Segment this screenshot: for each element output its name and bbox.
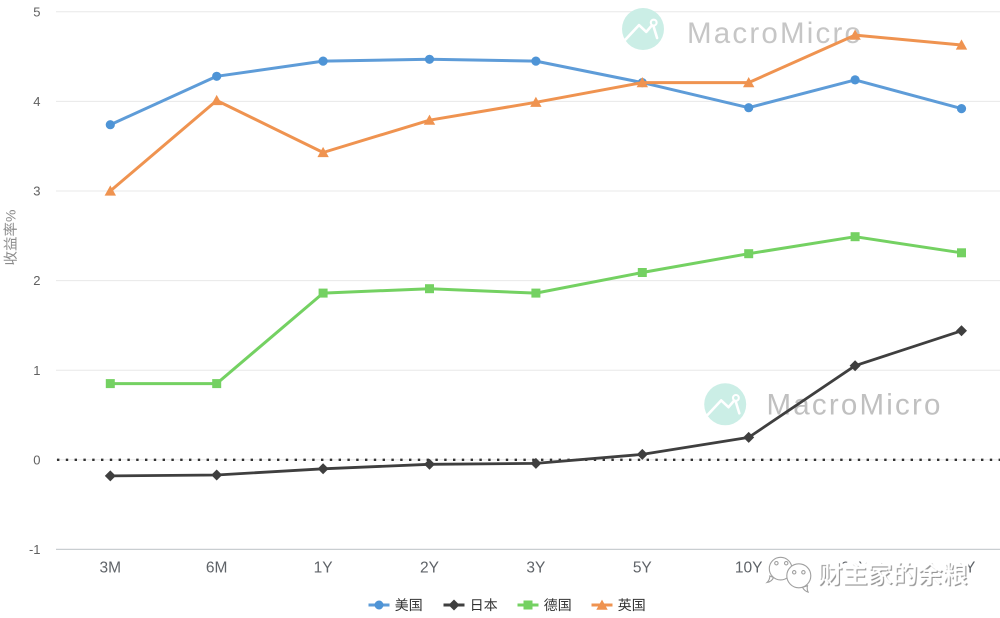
svg-text:MacroMicro: MacroMicro	[687, 17, 863, 50]
svg-text:MacroMicro: MacroMicro	[767, 389, 943, 422]
svg-text:5Y: 5Y	[633, 560, 652, 577]
svg-text:5: 5	[33, 4, 40, 19]
svg-text:%: %	[3, 210, 19, 222]
svg-text:3M: 3M	[100, 560, 122, 577]
svg-text:2: 2	[33, 273, 40, 288]
svg-text:1Y: 1Y	[314, 560, 333, 577]
svg-text:3: 3	[33, 184, 40, 199]
svg-text:0: 0	[33, 452, 40, 467]
svg-text:4: 4	[33, 94, 40, 109]
svg-text:1: 1	[33, 363, 40, 378]
svg-text:3Y: 3Y	[526, 560, 545, 577]
svg-text:-1: -1	[29, 542, 41, 557]
svg-text:2Y: 2Y	[420, 560, 439, 577]
svg-text:6M: 6M	[206, 560, 228, 577]
svg-text:10Y: 10Y	[735, 560, 763, 577]
